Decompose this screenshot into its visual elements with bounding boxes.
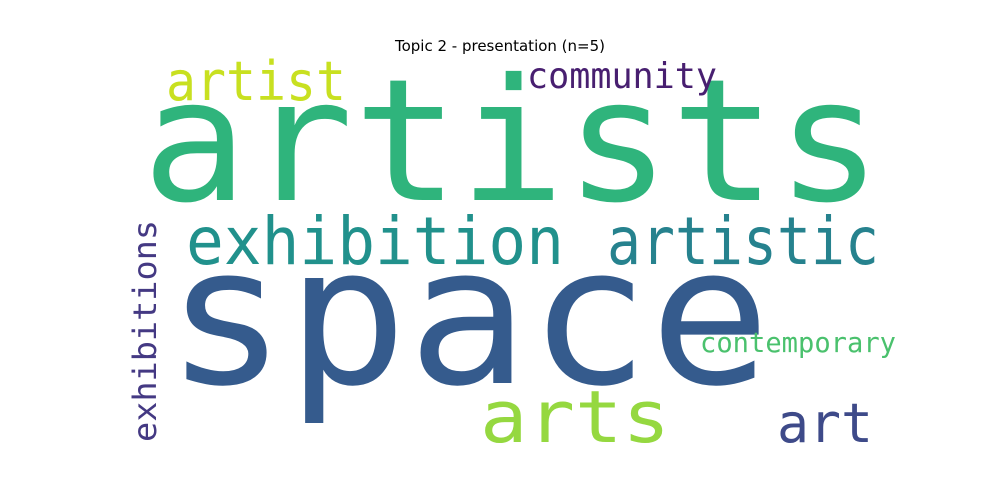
word-artist: artist bbox=[166, 50, 346, 113]
word-artists: artists bbox=[142, 43, 882, 241]
word-contemporary: contemporary bbox=[700, 326, 896, 359]
word-art: art bbox=[777, 392, 873, 455]
word-exhibitions: exhibitions bbox=[126, 220, 164, 442]
word-community: community bbox=[527, 56, 717, 97]
figure-title: Topic 2 - presentation (n=5) bbox=[394, 37, 606, 55]
word-artistic: artistic bbox=[607, 203, 879, 280]
word-arts: arts bbox=[480, 375, 670, 459]
word-space: space bbox=[166, 206, 771, 429]
word-exhibition: exhibition bbox=[186, 203, 564, 280]
